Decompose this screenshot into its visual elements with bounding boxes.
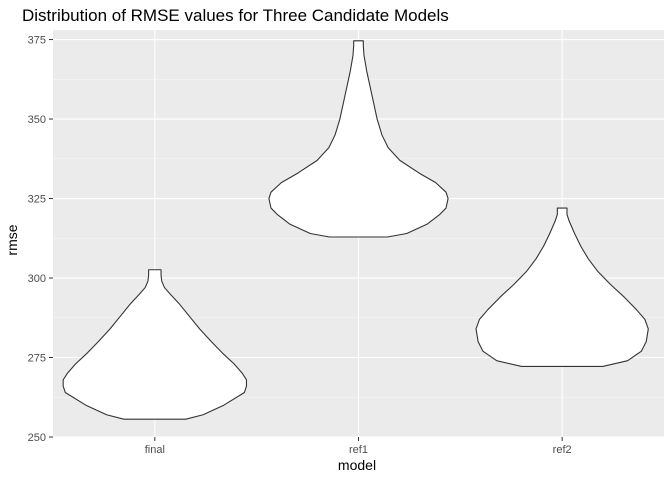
y-tick-label: 300: [28, 273, 46, 285]
violin-ref1: [268, 40, 449, 238]
y-axis: 250 275 300 325 350 375: [28, 35, 53, 444]
y-tick-label: 250: [28, 432, 46, 444]
x-tick-label: ref2: [553, 444, 572, 456]
x-axis-title: model: [338, 457, 376, 473]
violin-ref2: [475, 207, 649, 367]
y-tick-label: 350: [28, 114, 46, 126]
chart-title: Distribution of RMSE values for Three Ca…: [22, 6, 449, 25]
violin-final: [62, 269, 248, 420]
y-axis-title: rmse: [4, 224, 20, 255]
y-tick-label: 275: [28, 353, 46, 365]
x-axis: final ref1 ref2: [145, 437, 572, 456]
x-tick-label: ref1: [349, 444, 368, 456]
y-tick-label: 375: [28, 35, 46, 47]
violins: [62, 40, 649, 420]
y-tick-label: 325: [28, 194, 46, 206]
x-tick-label: final: [145, 444, 165, 456]
